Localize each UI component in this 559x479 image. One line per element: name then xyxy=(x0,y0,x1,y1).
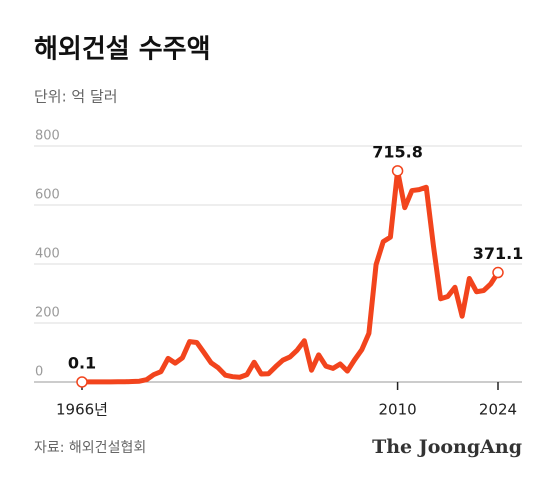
chart-title: 해외건설 수주액 xyxy=(34,35,211,65)
y-tick-label: 800 xyxy=(35,129,60,144)
x-tick-label: 1966년 xyxy=(56,401,108,419)
labeled-point xyxy=(391,165,404,177)
y-tick-label: 200 xyxy=(35,306,60,321)
data-line xyxy=(79,168,501,385)
data-label: 715.8 xyxy=(372,142,423,161)
labeled-point xyxy=(492,266,504,279)
data-label: 371.1 xyxy=(473,244,524,263)
y-tick-label: 0 xyxy=(35,365,43,380)
data-label: 0.1 xyxy=(68,353,96,372)
chart-subtitle: 단위: 억 달러 xyxy=(34,88,118,106)
y-tick-label: 600 xyxy=(35,188,60,203)
brand: The JoongAng xyxy=(372,436,522,458)
y-tick-label: 400 xyxy=(35,247,60,262)
x-tick-label: 2010 xyxy=(378,401,416,419)
x-tick-label: 2024 xyxy=(479,401,517,419)
labeled-point xyxy=(76,376,88,388)
source: 자료: 해외건설협회 xyxy=(34,440,146,456)
